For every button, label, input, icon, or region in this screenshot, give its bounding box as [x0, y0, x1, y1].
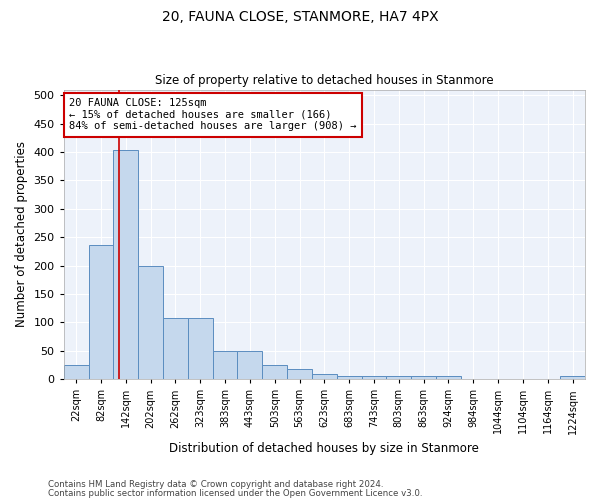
Bar [362, 376, 386, 379]
Bar [212, 350, 238, 379]
Bar [262, 365, 287, 379]
Bar [163, 318, 188, 379]
X-axis label: Distribution of detached houses by size in Stanmore: Distribution of detached houses by size … [169, 442, 479, 455]
Bar [411, 376, 436, 379]
Title: Size of property relative to detached houses in Stanmore: Size of property relative to detached ho… [155, 74, 494, 87]
Text: Contains HM Land Registry data © Crown copyright and database right 2024.: Contains HM Land Registry data © Crown c… [48, 480, 383, 489]
Bar [113, 150, 138, 379]
Bar [138, 266, 163, 379]
Bar [337, 376, 362, 379]
Text: 20, FAUNA CLOSE, STANMORE, HA7 4PX: 20, FAUNA CLOSE, STANMORE, HA7 4PX [161, 10, 439, 24]
Y-axis label: Number of detached properties: Number of detached properties [15, 142, 28, 328]
Bar [89, 244, 113, 379]
Bar [312, 374, 337, 379]
Text: 20 FAUNA CLOSE: 125sqm
← 15% of detached houses are smaller (166)
84% of semi-de: 20 FAUNA CLOSE: 125sqm ← 15% of detached… [69, 98, 356, 132]
Bar [64, 365, 89, 379]
Bar [386, 376, 411, 379]
Bar [436, 376, 461, 379]
Bar [560, 376, 585, 379]
Bar [287, 370, 312, 379]
Bar [188, 318, 212, 379]
Text: Contains public sector information licensed under the Open Government Licence v3: Contains public sector information licen… [48, 488, 422, 498]
Bar [238, 350, 262, 379]
